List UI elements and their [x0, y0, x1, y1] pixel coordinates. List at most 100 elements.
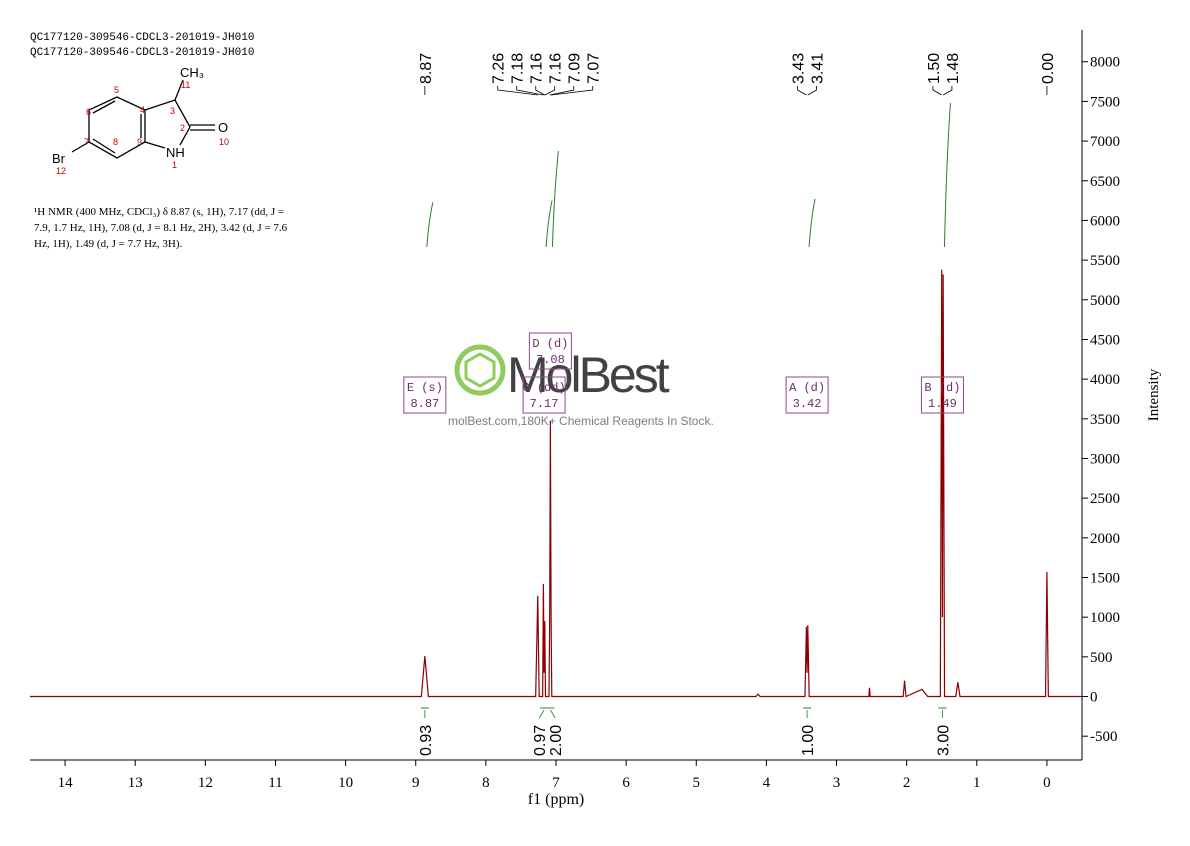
x-tick-label: 5	[693, 775, 701, 791]
y-tick-label: 3000	[1090, 451, 1120, 467]
x-tick-label: 9	[412, 775, 420, 791]
x-tick-label: 3	[833, 775, 841, 791]
atom: CH₃	[180, 65, 204, 80]
atom-numbers: 11 3 5 4 2 10 6 7 9 8 1 12	[56, 80, 229, 176]
x-tick-label: 12	[198, 775, 213, 791]
y-tick-label: 5500	[1090, 253, 1120, 269]
integral-curve	[551, 150, 559, 248]
multiplet-box: B (d) 1.49	[920, 376, 964, 414]
y-tick-label: 7500	[1090, 94, 1120, 110]
atom: Br	[52, 151, 66, 166]
multiplet-name: A (d)	[789, 381, 825, 395]
integral-label: 3.00	[935, 725, 952, 756]
bond	[92, 100, 116, 114]
integral-curve	[545, 200, 553, 248]
y-tick-label: 7000	[1090, 134, 1120, 150]
x-tick-label: 2	[903, 775, 911, 791]
logo-text: MolBest	[507, 347, 670, 403]
integral-curve	[426, 202, 434, 248]
x-tick-label: 4	[763, 775, 771, 791]
x-tick-label: 6	[622, 775, 630, 791]
x-axis-label: f1 (ppm)	[528, 791, 584, 808]
x-tick-label: 8	[482, 775, 490, 791]
peak-connector	[551, 86, 594, 96]
peak-connector	[544, 86, 556, 96]
multiplet-name: D (d)	[532, 337, 568, 351]
multiplet-value: 1.49	[928, 397, 957, 411]
multiplet-frame	[522, 376, 566, 414]
description-line: ¹H NMR (400 MHz, CDCl₃) δ 8.87 (s, 1H), …	[34, 206, 284, 218]
multiplet-box: C (dd) 7.17	[522, 376, 566, 414]
x-tick-label: 14	[58, 775, 74, 791]
peak-label: 1.48	[945, 53, 962, 84]
peak-label: 0.00	[1040, 53, 1057, 84]
multiplet-frame	[920, 376, 964, 414]
integral-label: 2.00	[548, 725, 565, 756]
x-tick-label: 11	[268, 775, 282, 791]
spectrum	[30, 269, 1082, 698]
atom-number: 5	[114, 85, 119, 95]
multiplet-frame	[403, 376, 447, 414]
y-tick-label: 500	[1090, 650, 1113, 666]
x-tick-label: 7	[552, 775, 560, 791]
structure	[71, 79, 215, 159]
peak-connector	[807, 86, 817, 96]
y-tick-label: 2500	[1090, 491, 1120, 507]
multiplet-value: 7.08	[536, 353, 565, 367]
y-tick-label: 4000	[1090, 372, 1120, 388]
peak-connector	[549, 86, 575, 96]
multiplet-frame	[528, 332, 572, 370]
integral-label: 0.93	[418, 725, 435, 756]
peak-label: 7.09	[567, 53, 584, 84]
peak-connector	[797, 86, 807, 96]
atom-number: 11	[181, 80, 190, 90]
atom-number: 3	[170, 106, 175, 116]
integral-curve	[943, 102, 951, 248]
bond	[144, 99, 191, 146]
peak-connector	[516, 86, 544, 96]
peak-label: 7.16	[548, 53, 565, 84]
x-tick-label: 1	[973, 775, 981, 791]
atom-number: 2	[180, 123, 185, 133]
atom-number: 12	[56, 166, 66, 176]
peak-connector	[932, 86, 942, 96]
multiplet-box: D (d) 7.08	[528, 332, 572, 370]
multiplet-name: C (dd)	[522, 381, 565, 395]
atom-number: 9	[137, 137, 142, 147]
atom-labels: CH₃ O NH Br	[52, 65, 228, 166]
multiplet-value: 8.87	[410, 397, 439, 411]
logo-circle	[454, 344, 506, 396]
header: QC177120-309546-CDCL3-201019-JH010 QC177…	[30, 32, 254, 59]
multiplet-value: 7.17	[530, 397, 559, 411]
peak-label: 3.43	[791, 53, 808, 84]
y-tick-label: 2000	[1090, 531, 1120, 547]
peak-label: 7.26	[491, 53, 508, 84]
atom-number: 10	[219, 137, 229, 147]
integral-tick	[538, 709, 545, 719]
y-tick-label: 6500	[1090, 174, 1120, 190]
peak-label: 1.50	[926, 53, 943, 84]
atom-number: 4	[140, 105, 145, 115]
bond	[71, 141, 90, 153]
multiplet-value: 3.42	[793, 397, 822, 411]
y-tick-label: 1500	[1090, 571, 1120, 587]
multiplet-box: E (s) 8.87	[403, 376, 447, 414]
header-line: QC177120-309546-CDCL3-201019-JH010	[30, 32, 254, 44]
peak-connector	[497, 86, 538, 96]
integral-label: 1.00	[800, 725, 817, 756]
y-tick-label: -500	[1090, 729, 1118, 745]
y-tick-label: 3500	[1090, 412, 1120, 428]
x-tick-label: 0	[1043, 775, 1051, 791]
y-tick-label: 5000	[1090, 293, 1120, 309]
multiplet-name: B (d)	[924, 381, 960, 395]
multiplet-box: A (d) 3.42	[785, 376, 829, 414]
logo-hex	[464, 352, 496, 388]
header-line: QC177120-309546-CDCL3-201019-JH010	[30, 47, 254, 59]
multiplet-frame	[785, 376, 829, 414]
multiplet-name: E (s)	[407, 381, 443, 395]
peak-connector	[535, 86, 545, 96]
watermark-text: molBest.com,180K+ Chemical Reagents In S…	[448, 414, 714, 428]
bond	[144, 141, 166, 149]
y-tick-label: 1000	[1090, 610, 1120, 626]
